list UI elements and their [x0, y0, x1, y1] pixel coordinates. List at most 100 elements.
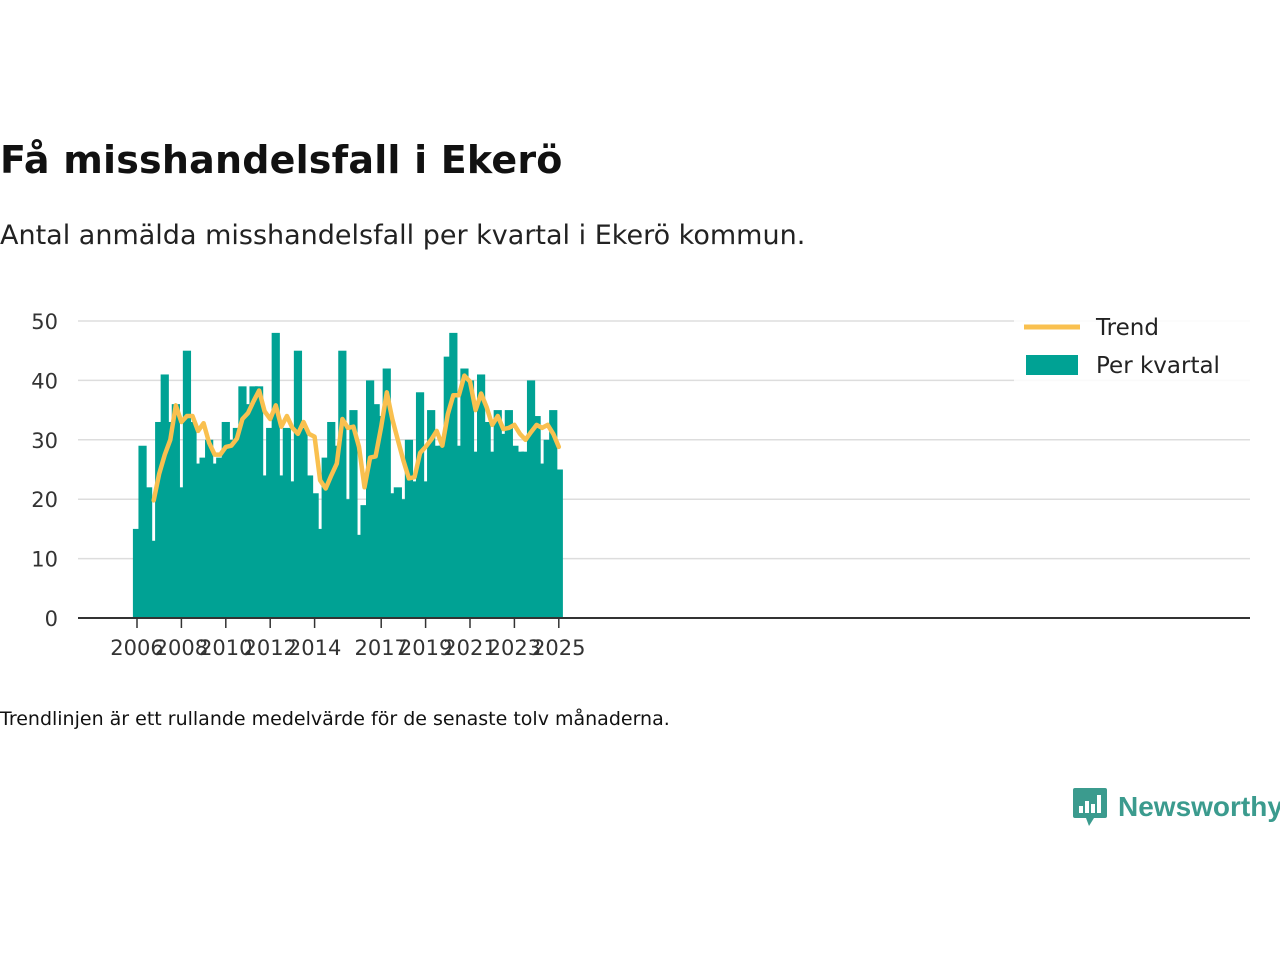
- bar: [443, 356, 452, 618]
- bar: [449, 332, 458, 618]
- bar: [427, 410, 436, 618]
- bar: [454, 445, 463, 618]
- bar: [304, 475, 314, 618]
- bar: [360, 505, 369, 618]
- bar: [377, 416, 386, 618]
- x-tick-label: 2010: [199, 636, 252, 660]
- trend-line: [151, 373, 562, 503]
- x-tick-label: 2006: [110, 636, 163, 660]
- bar: [193, 463, 203, 618]
- bar: [199, 457, 208, 618]
- bar: [488, 451, 497, 618]
- bar: [538, 463, 547, 618]
- bar: [316, 528, 325, 618]
- bar: [371, 404, 380, 618]
- bar: [182, 350, 192, 618]
- bar: [160, 374, 169, 618]
- bar: [493, 410, 502, 618]
- bar: [399, 499, 408, 618]
- bar: [205, 439, 214, 618]
- legend-bar-label: Per kvartal: [1096, 353, 1220, 379]
- bar: [526, 380, 536, 618]
- x-tick-label: 2019: [399, 636, 452, 660]
- bar: [415, 392, 425, 618]
- bar: [521, 451, 530, 618]
- bar: [477, 374, 486, 618]
- bar: [271, 332, 280, 618]
- bar: [327, 421, 336, 618]
- bar: [465, 380, 475, 618]
- bar: [332, 445, 341, 618]
- bar: [155, 421, 164, 618]
- bar: [232, 427, 241, 618]
- bar: [343, 499, 352, 618]
- bar: [177, 487, 186, 618]
- y-tick-label: 10: [31, 548, 58, 572]
- bar: [471, 451, 480, 618]
- bar-series: [132, 332, 563, 618]
- bar: [210, 463, 219, 618]
- brand: Newsworthy: [1072, 786, 1280, 828]
- bar: [310, 493, 319, 618]
- brand-name: Newsworthy: [1118, 791, 1280, 822]
- bar: [532, 416, 541, 618]
- bar: [238, 386, 247, 618]
- bar: [504, 410, 513, 618]
- bar: [221, 421, 230, 618]
- bar: [482, 421, 491, 618]
- y-tick-label: 0: [45, 607, 58, 631]
- bar: [499, 433, 508, 618]
- bar: [393, 487, 402, 618]
- bar: [432, 445, 441, 618]
- bar: [554, 469, 563, 618]
- x-tick-label: 2014: [288, 636, 341, 660]
- bar: [149, 540, 158, 618]
- bar: [388, 493, 397, 618]
- bar: [132, 528, 142, 618]
- bar: [288, 481, 297, 618]
- bar: [243, 404, 253, 618]
- bar: [216, 457, 225, 618]
- legend-bar-marker: [1026, 355, 1078, 375]
- y-tick-label: 50: [31, 310, 58, 334]
- bar: [382, 368, 391, 618]
- chart-subtitle: Antal anmälda misshandelsfall per kvarta…: [0, 220, 806, 251]
- bar: [404, 439, 414, 618]
- bar: [338, 350, 347, 618]
- bar: [543, 439, 552, 618]
- bar: [166, 421, 175, 618]
- bar: [410, 481, 419, 618]
- y-tick-label: 40: [31, 369, 58, 393]
- bar: [249, 386, 258, 618]
- bar: [549, 410, 558, 618]
- trend-series: [151, 373, 562, 503]
- x-tick-label: 2017: [354, 636, 407, 660]
- x-tick-label: 2025: [532, 636, 585, 660]
- y-axis: 0 10 20 30 40 50: [31, 310, 58, 631]
- bar: [366, 380, 375, 618]
- bar: [349, 410, 358, 618]
- bar: [282, 427, 291, 618]
- legend-trend-label: Trend: [1095, 315, 1159, 341]
- bar: [293, 350, 303, 618]
- bar: [255, 386, 264, 618]
- bar: [144, 487, 153, 618]
- chart-note: Trendlinjen är ett rullande medelvärde f…: [0, 708, 670, 730]
- newsworthy-logo-icon: [1073, 788, 1107, 826]
- bar: [188, 421, 197, 618]
- bar: [299, 427, 308, 618]
- bar: [354, 534, 364, 618]
- y-tick-label: 30: [31, 429, 58, 453]
- x-tick-label: 2021: [443, 636, 496, 660]
- bar: [321, 457, 330, 618]
- legend: Trend Per kvartal: [1014, 304, 1254, 392]
- x-tick-label: 2023: [488, 636, 541, 660]
- legend-background: [1014, 304, 1254, 392]
- bar: [138, 445, 147, 618]
- bar: [438, 445, 447, 618]
- bar: [460, 368, 469, 618]
- bar: [277, 475, 286, 618]
- bar: [260, 475, 269, 618]
